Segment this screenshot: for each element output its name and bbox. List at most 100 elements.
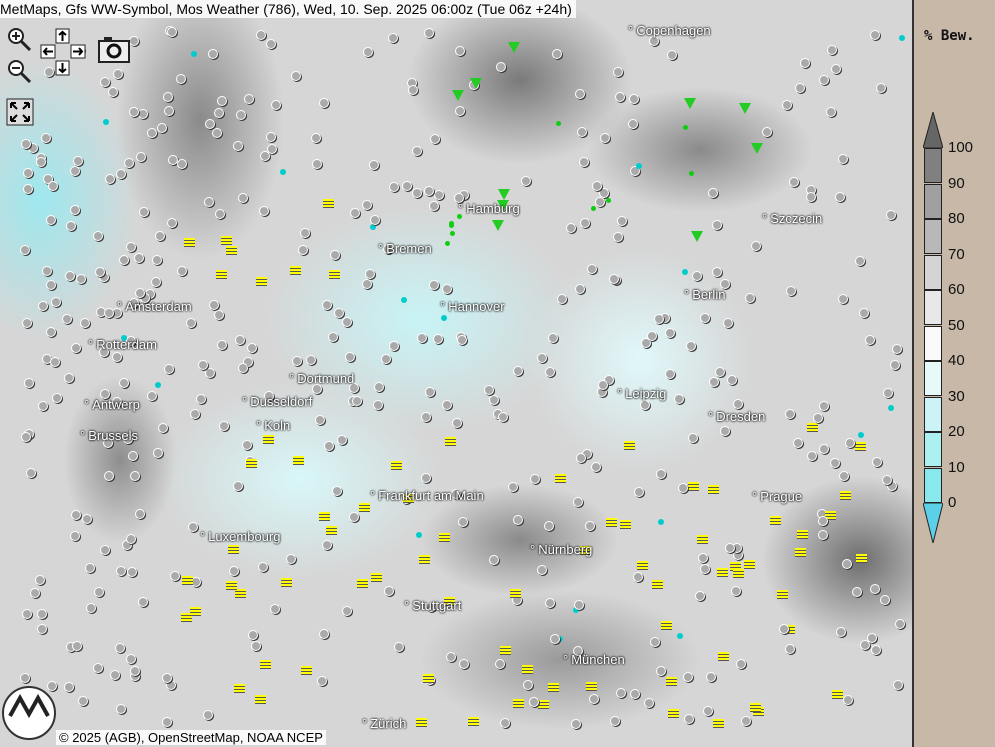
cloud-symbol [365,269,375,279]
cloud-symbol [424,28,434,38]
pan-control[interactable] [40,28,86,81]
cloud-symbol [425,387,435,397]
fog-symbol [624,441,635,450]
fog-symbol [246,459,257,468]
legend-title: % Bew. [924,28,975,44]
fog-symbol [513,699,524,708]
cloud-symbol [665,369,675,379]
cloud-symbol [434,190,444,200]
cloud-symbol [842,559,852,569]
cloud-symbol [785,644,795,654]
cloud-symbol [838,154,848,164]
cloud-symbol [819,75,829,85]
fog-symbol [301,666,312,675]
cloud-symbol [233,141,243,151]
cloud-symbol [656,469,666,479]
city-label: Zürich [362,716,406,731]
cloud-symbol [119,378,129,388]
shower-symbol [452,90,464,101]
cloud-symbol [112,352,122,362]
shower-symbol [606,198,611,203]
cloud-symbol [46,215,56,225]
weather-map[interactable]: Copenhagen Hamburg Szczecin Bremen Amsterdam… [0,0,912,747]
cloud-symbol [819,401,829,411]
fog-symbol [620,520,631,529]
cloud-symbol [163,92,173,102]
legend-tick-label: 0 [948,494,957,511]
cloud-symbol [876,83,886,93]
cloud-symbol [258,562,268,572]
cloud-symbol [20,673,30,683]
cloud-symbol [870,30,880,40]
cloud-symbol [573,497,583,507]
fog-symbol [718,652,729,661]
cloud-symbol [188,522,198,532]
cloud-symbol [72,641,82,651]
cloud-symbol [843,695,853,705]
cloud-symbol [806,192,816,202]
zoom-in-button[interactable] [6,26,34,57]
shower-symbol [492,220,504,231]
cloud-symbol [585,521,595,531]
shower-symbol [739,103,751,114]
fog-symbol [371,573,382,582]
cloud-cover-legend: % Bew. 100 90 80 70 60 50 40 30 20 10 0 [912,0,995,747]
cloud-symbol [455,106,465,116]
fog-symbol [510,589,521,598]
cloud-symbol [322,300,332,310]
cloud-symbol [134,253,144,263]
cloud-symbol [695,591,705,601]
cloud-symbol [786,286,796,296]
cloud-symbol [73,156,83,166]
cloud-symbol [836,627,846,637]
cloud-symbol [872,457,882,467]
cloud-symbol [500,718,510,728]
fog-symbol [391,461,402,470]
cloud-symbol [115,643,125,653]
cloud-symbol [345,352,355,362]
cloud-symbol [523,680,533,690]
clear-symbol [677,633,683,639]
city-label: Berlin [684,287,725,302]
cloud-symbol [442,284,452,294]
cloud-symbol [859,308,869,318]
shower-symbol [689,171,694,176]
cloud-symbol [433,334,443,344]
clear-symbol [280,169,286,175]
cloud-symbol [489,395,499,405]
cloud-symbol [373,400,383,410]
fog-symbol [697,535,708,544]
cloud-symbol [214,310,224,320]
cloud-symbol [715,367,725,377]
legend-band [924,148,942,183]
fog-symbol [744,560,755,569]
cloud-symbol [212,128,222,138]
fog-symbol [181,613,192,622]
fog-symbol [290,266,301,275]
fog-symbol [784,625,795,634]
fog-symbol [840,491,851,500]
cloud-symbol [424,186,434,196]
cloud-symbol [93,663,103,673]
cloud-symbol [229,566,239,576]
cloud-symbol [315,415,325,425]
city-label: Bremen [378,241,432,256]
cloud-symbol [37,609,47,619]
cloud-symbol [654,314,664,324]
cloud-symbol [489,555,499,565]
zoom-out-button[interactable] [6,58,34,89]
cloud-symbol [640,400,650,410]
cloud-symbol [158,423,168,433]
cloud-symbol [243,357,253,367]
cloud-symbol [552,49,562,59]
screenshot-button[interactable] [98,36,132,67]
cloud-symbol [698,553,708,563]
cloud-symbol [105,174,115,184]
cloud-symbol [686,341,696,351]
cloud-symbol [319,629,329,639]
cloud-symbol [795,83,805,93]
cloud-symbol [116,566,126,576]
cloud-symbol [236,110,246,120]
cloud-symbol [266,39,276,49]
fullscreen-button[interactable] [6,98,34,129]
